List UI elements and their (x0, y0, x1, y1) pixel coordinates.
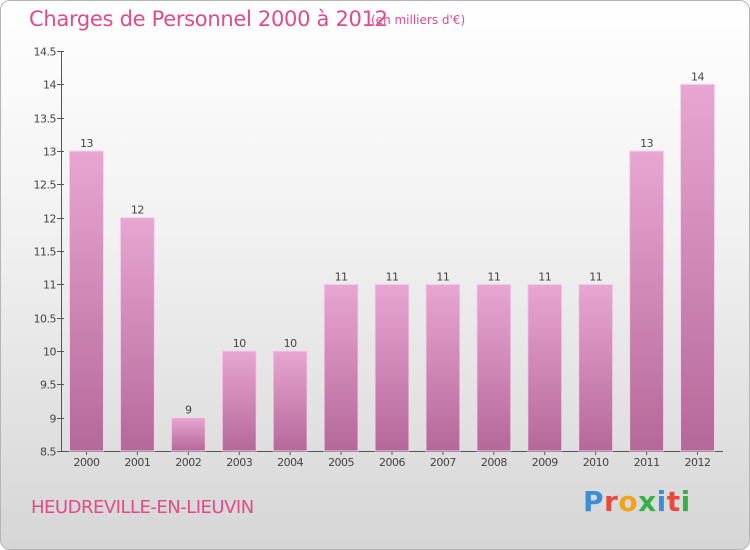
data-label: 11 (487, 270, 500, 283)
y-tick-label: 12 (43, 213, 56, 226)
x-tick-label: 2010 (583, 456, 609, 469)
y-tick-label: 11 (43, 279, 56, 292)
x-tick-label: 2005 (328, 456, 354, 469)
bar (425, 283, 461, 452)
y-tick-label: 12.5 (34, 179, 57, 192)
data-label: 10 (233, 337, 246, 350)
chart-title: Charges de Personnel 2000 à 2012 (29, 7, 388, 31)
city-name: HEUDREVILLE-EN-LIEUVIN (31, 497, 254, 518)
bar (374, 283, 410, 452)
x-tick-label: 2002 (175, 456, 201, 469)
logo-letter: r (604, 485, 619, 518)
logo-letter: i (680, 485, 691, 518)
x-tick-label: 2003 (226, 456, 252, 469)
y-tick-label: 14 (43, 79, 56, 92)
bar (68, 150, 104, 452)
bar-group: 13 (68, 137, 104, 452)
bar-group: 10 (221, 337, 257, 452)
bar (323, 283, 359, 452)
logo-letter: P (583, 485, 605, 518)
data-label: 9 (185, 404, 192, 417)
bar (119, 217, 155, 452)
bar (476, 283, 512, 452)
bar (680, 83, 716, 452)
bar-group: 11 (476, 270, 512, 452)
data-label: 13 (80, 137, 93, 150)
x-tick-label: 2006 (379, 456, 405, 469)
logo-letter: t (666, 485, 681, 518)
x-tick-label: 2009 (532, 456, 558, 469)
bar (527, 283, 563, 452)
data-label: 11 (436, 270, 449, 283)
y-tick-label: 10 (43, 346, 56, 359)
bar (272, 350, 308, 452)
y-axis: 8.5 9 9.5 10 10.5 11 11.5 12 12.5 13 13.5 14 14.5 (34, 46, 64, 459)
data-label: 11 (335, 270, 348, 283)
x-tick-label: 2000 (73, 456, 99, 469)
bar-group: 10 (272, 337, 308, 452)
bar-group: 9 (170, 404, 206, 452)
data-label: 13 (640, 137, 653, 150)
bars: 13 12 9 10 10 11 11 11 11 11 11 13 14 (68, 70, 716, 452)
bar (629, 150, 665, 452)
bar-group: 14 (680, 70, 716, 452)
x-tick-label: 2012 (685, 456, 711, 469)
bar (221, 350, 257, 452)
data-label: 12 (131, 204, 144, 217)
y-tick-label: 13 (43, 146, 56, 159)
proxiti-logo[interactable]: Proxiti (583, 485, 691, 518)
y-tick-label: 9 (50, 413, 57, 426)
x-tick-label: 2004 (277, 456, 303, 469)
y-tick-label: 13.5 (34, 113, 57, 126)
x-tick-label: 2001 (124, 456, 150, 469)
chart-subtitle: (en milliers d'€) (371, 13, 466, 27)
x-tick-label: 2008 (481, 456, 507, 469)
bar-group: 11 (527, 270, 563, 452)
bar (578, 283, 614, 452)
bar-group: 12 (119, 204, 155, 452)
logo-letter: i (656, 485, 667, 518)
data-label: 11 (589, 270, 602, 283)
bar-group: 13 (629, 137, 665, 452)
data-label: 10 (284, 337, 297, 350)
y-tick-label: 10.5 (34, 313, 57, 326)
bar-group: 11 (374, 270, 410, 452)
y-tick-label: 14.5 (34, 46, 57, 59)
y-tick-label: 11.5 (34, 246, 57, 259)
x-tick-label: 2011 (634, 456, 660, 469)
bar-group: 11 (425, 270, 461, 452)
data-label: 11 (386, 270, 399, 283)
bar-group: 11 (323, 270, 359, 452)
logo-letter: o (618, 485, 639, 518)
y-tick-label: 9.5 (40, 379, 56, 392)
x-axis: 2000 2001 2002 2003 2004 2005 2006 2007 2008 2009… (61, 451, 723, 469)
data-label: 14 (691, 70, 704, 83)
x-tick-label: 2007 (430, 456, 456, 469)
y-tick-label: 8.5 (40, 446, 56, 459)
bar-group: 11 (578, 270, 614, 452)
logo-letter: x (638, 485, 657, 518)
bar (170, 417, 206, 452)
data-label: 11 (538, 270, 551, 283)
